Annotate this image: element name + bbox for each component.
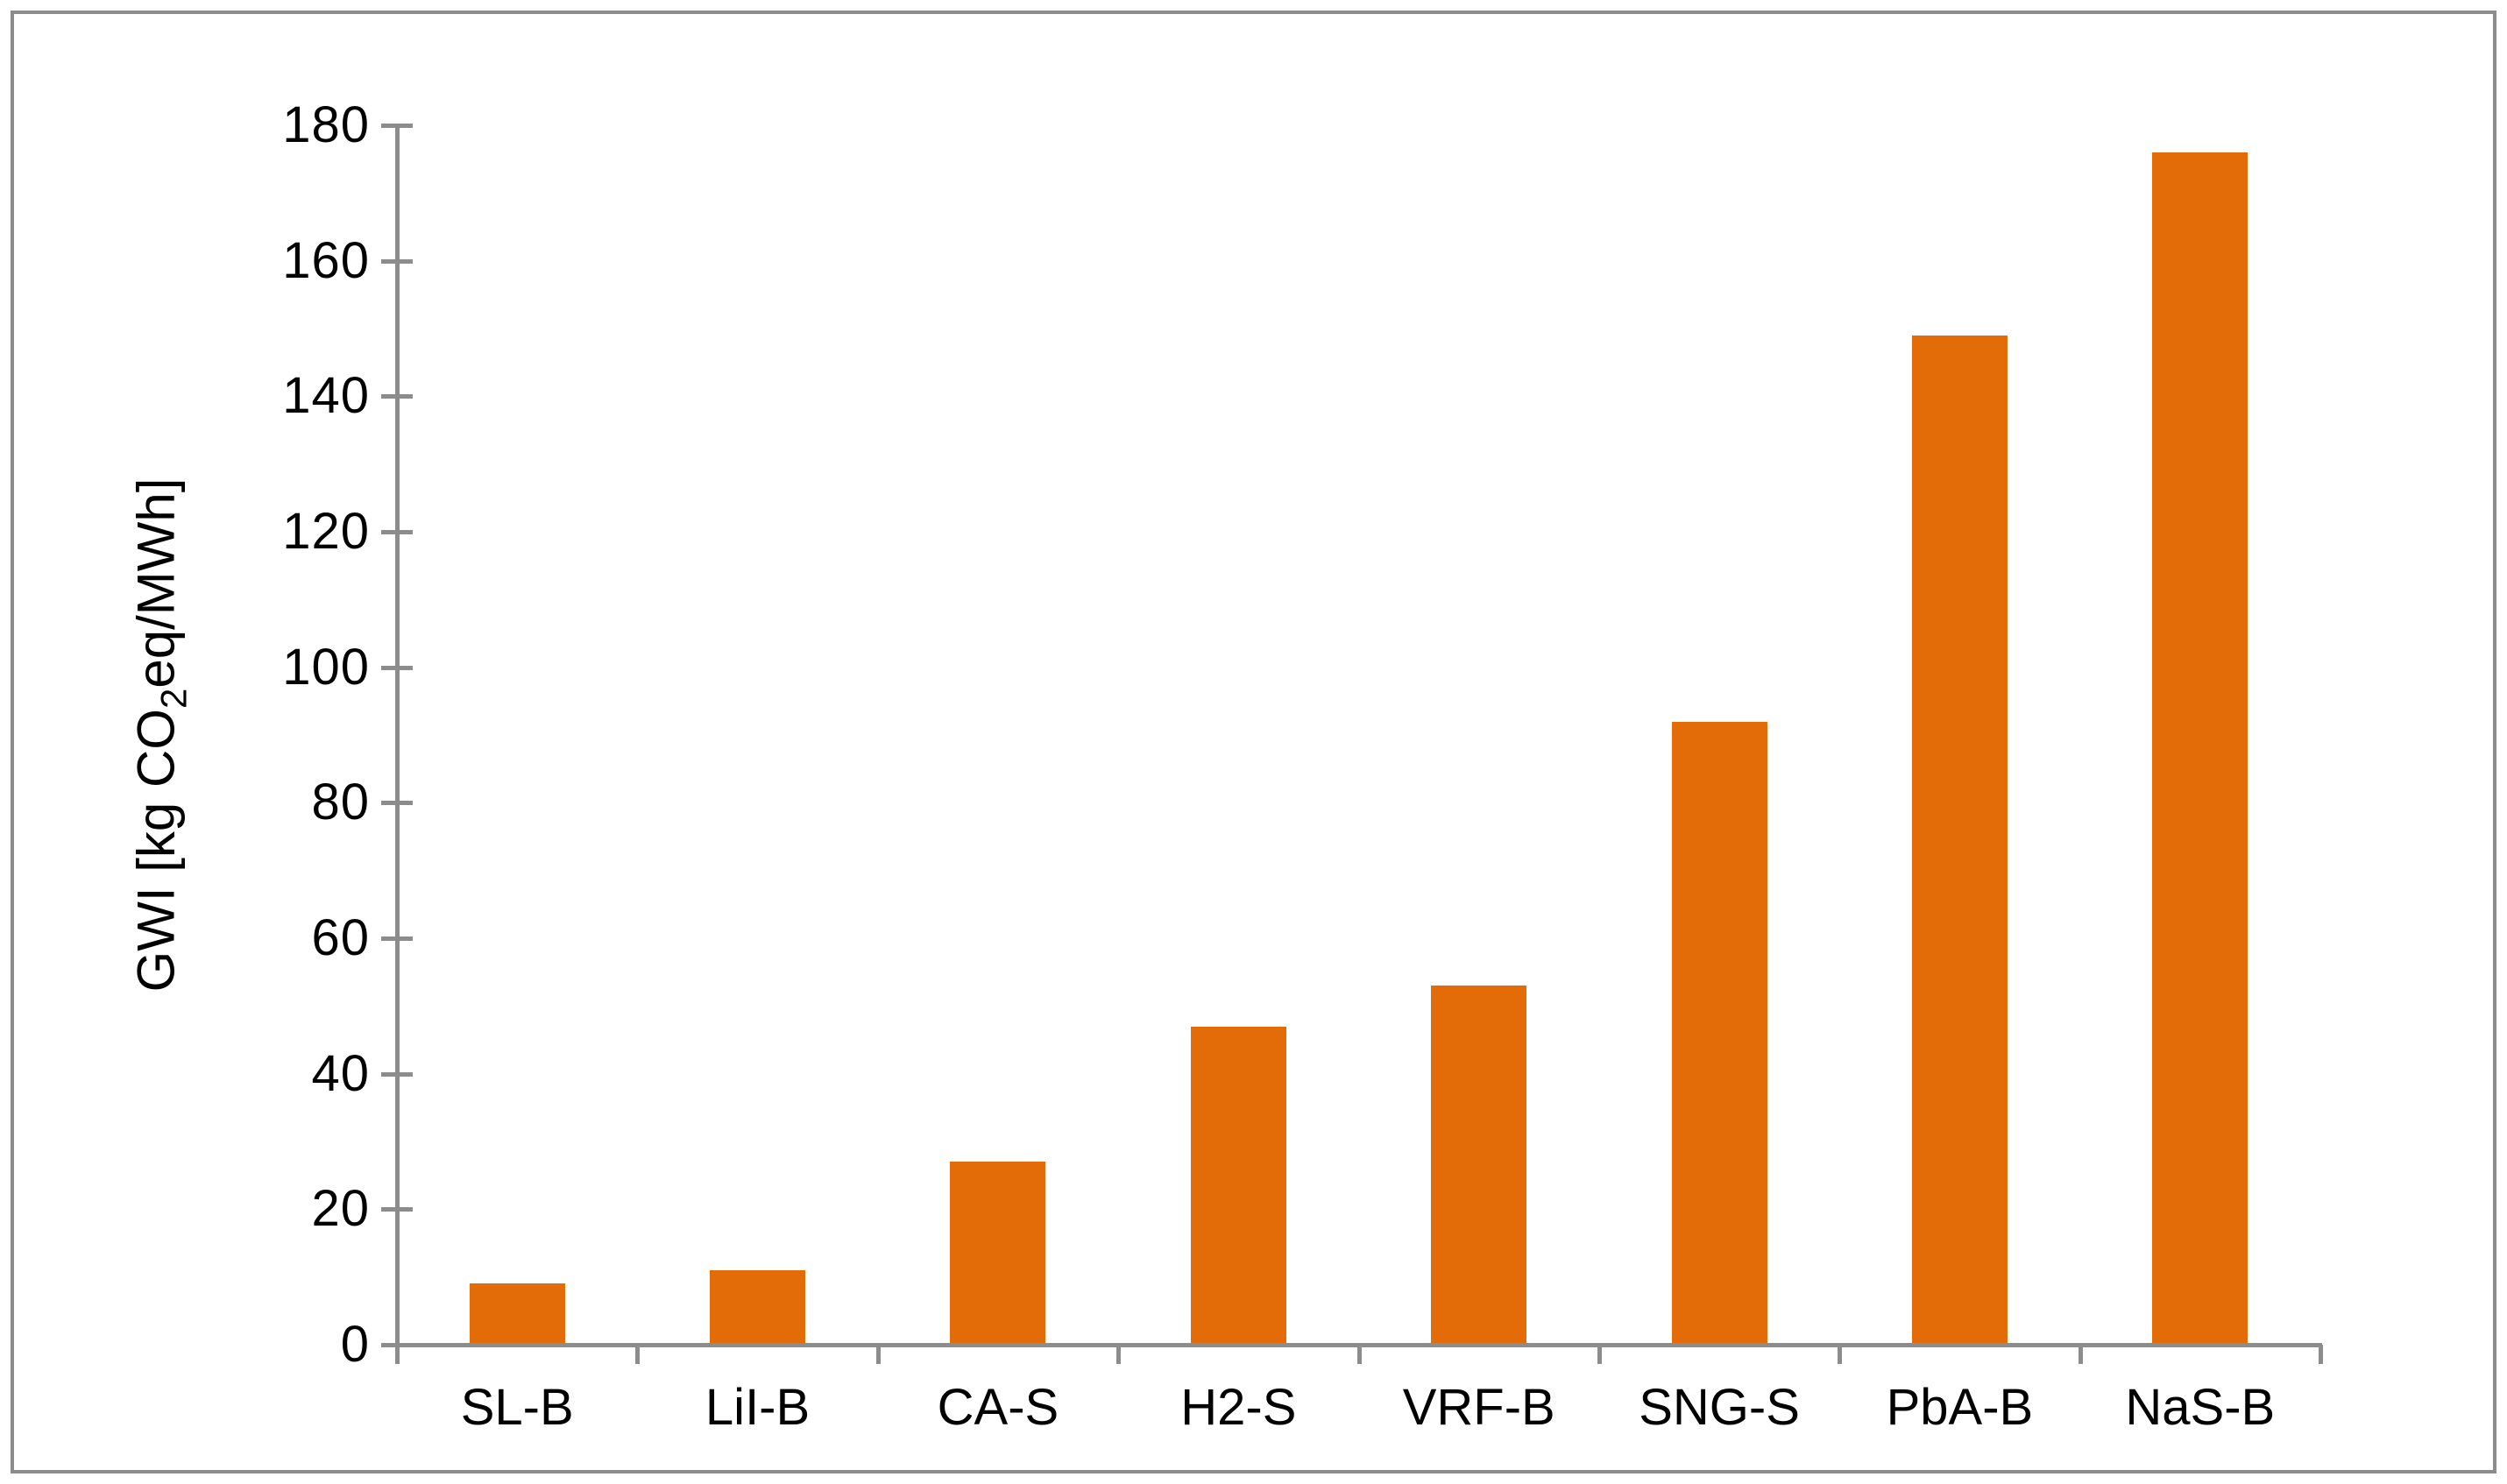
x-tick-mark [1356,1345,1362,1364]
y-tick-label: 80 [311,774,370,831]
bar-CA-S [950,1162,1046,1343]
bar-LiI-B [710,1269,806,1343]
y-tick-label: 180 [282,96,370,153]
x-tick-mark [395,1345,400,1364]
x-category-label: SL-B [460,1379,574,1436]
x-tick-mark [875,1345,881,1364]
y-axis-title-subscript: 2 [152,688,195,710]
x-tick-mark [1116,1345,1122,1364]
y-tick-label: 40 [311,1044,370,1102]
x-tick-mark [1838,1345,1843,1364]
y-tick-label: 120 [282,503,370,560]
x-category-label: LiI-B [705,1379,811,1436]
x-tick-mark [2319,1345,2323,1364]
x-axis-line [395,1343,2322,1347]
x-tick-mark [1597,1345,1602,1364]
y-tick-label: 60 [311,909,370,966]
y-axis-title-prefix: GWI [kg CO [126,709,186,993]
x-category-label: VRF-B [1402,1379,1555,1436]
y-axis-title-suffix: eq/MWh] [126,477,186,689]
bar-SL-B [469,1283,565,1343]
y-axis-line [395,125,400,1345]
bar-SNG-S [1671,721,1767,1343]
x-category-label: CA-S [937,1379,1059,1436]
x-tick-mark [2078,1345,2083,1364]
y-tick-label: 160 [282,231,370,289]
y-tick-label: 0 [340,1316,370,1373]
x-tick-mark [635,1345,641,1364]
x-category-label: PbA-B [1886,1379,2034,1436]
bar-VRF-B [1431,986,1527,1343]
y-axis-title: GWI [kg CO2eq/MWh] [126,478,195,993]
bar-NaS-B [2152,152,2249,1343]
bar-PbA-B [1911,335,2008,1343]
y-tick-label: 100 [282,638,370,696]
x-category-label: SNG-S [1639,1379,1800,1436]
x-category-label: H2-S [1180,1379,1297,1436]
y-tick-label: 140 [282,367,370,425]
bar-H2-S [1190,1026,1286,1343]
y-tick-label: 20 [311,1180,370,1238]
x-category-label: NaS-B [2125,1379,2276,1436]
